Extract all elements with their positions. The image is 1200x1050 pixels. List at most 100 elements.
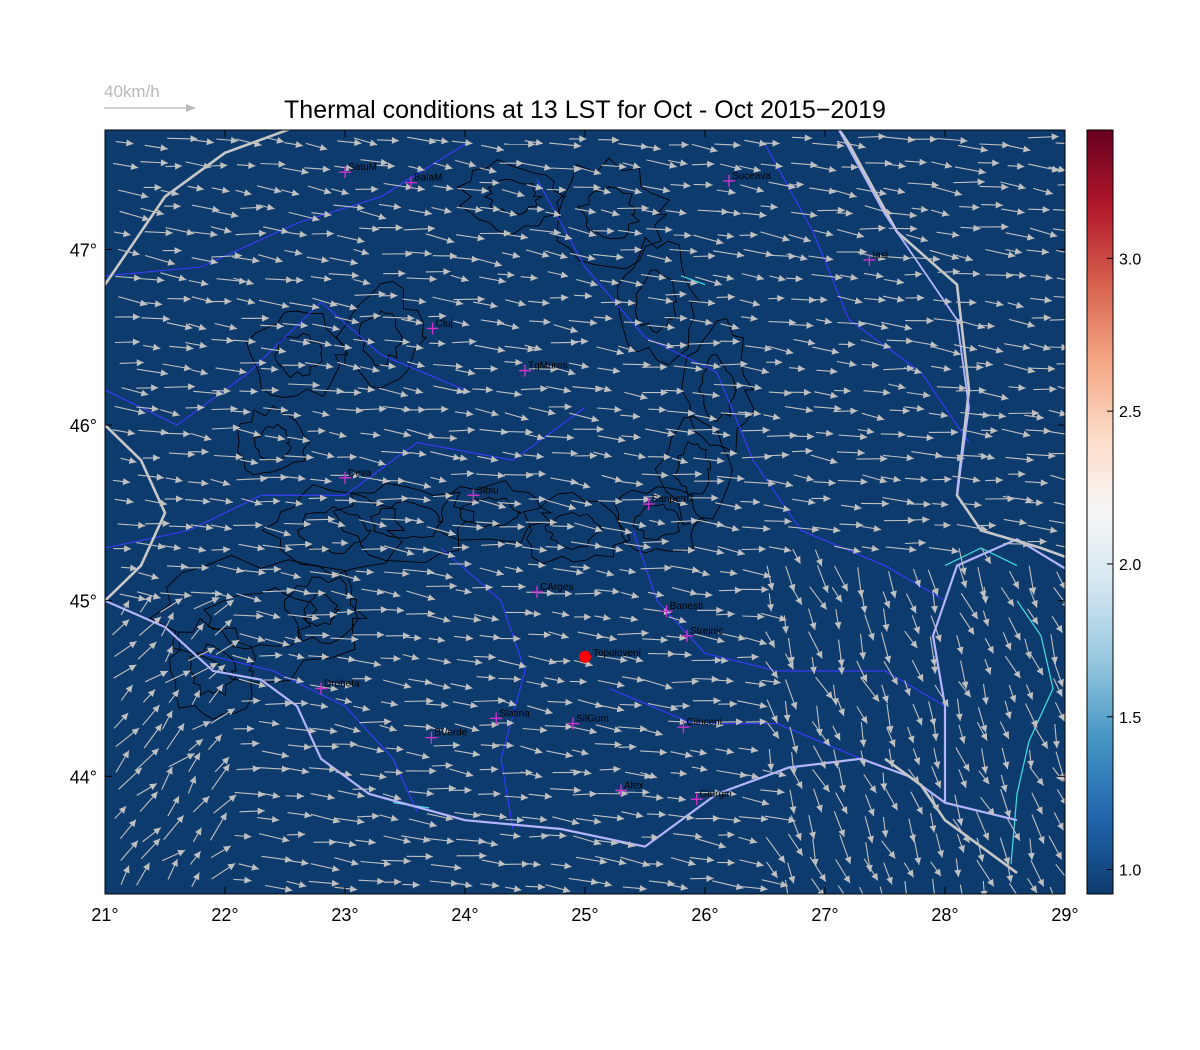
wind-arrow-head (956, 818, 964, 826)
wind-arrow (649, 519, 666, 526)
wind-arrow (191, 872, 200, 888)
wind-arrow-head (372, 812, 380, 820)
wind-arrow (457, 187, 489, 194)
wind-arrow (164, 670, 191, 684)
wind-arrow-head (205, 523, 214, 531)
wind-arrow (694, 414, 717, 422)
wind-arrow-head (588, 230, 597, 238)
wind-arrow-head (372, 366, 380, 373)
wind-arrow (289, 302, 320, 311)
wind-arrow (1009, 570, 1020, 590)
wind-arrow (712, 431, 731, 439)
wind-arrow-head (977, 854, 985, 862)
wind-arrow (1053, 812, 1064, 831)
county-border (105, 301, 466, 426)
wind-arrow-head (422, 546, 431, 554)
wind-arrow (214, 322, 238, 331)
wind-arrow-head (1031, 599, 1038, 608)
wind-arrow (982, 683, 989, 705)
wind-arrow-head (195, 827, 202, 836)
wind-arrow-head (641, 629, 649, 637)
wind-arrow-head (835, 594, 842, 603)
wind-arrow (619, 567, 636, 575)
wind-arrow-head (429, 820, 437, 828)
wind-arrow-head (583, 564, 591, 571)
wind-arrow-head (767, 604, 774, 612)
wind-arrow-head (909, 211, 917, 219)
wind-arrow-head (177, 723, 185, 732)
wind-arrow (813, 404, 842, 412)
wind-arrow (523, 452, 544, 460)
wind-arrow (982, 610, 990, 627)
wind-arrow-head (750, 746, 759, 754)
wind-arrow (910, 791, 923, 815)
wind-arrow (552, 816, 580, 826)
wind-arrow (119, 593, 146, 602)
wind-arrow (355, 744, 385, 754)
wind-arrow-head (890, 590, 897, 599)
wind-arrow-head (493, 633, 501, 641)
wind-arrow (880, 772, 888, 791)
wind-arrow-head (277, 434, 285, 442)
wind-arrow-head (306, 453, 314, 461)
wind-arrow-head (177, 850, 186, 857)
wind-arrow (837, 295, 863, 305)
wind-arrow-head (982, 618, 990, 627)
wind-arrow (600, 545, 624, 553)
wind-arrow-head (319, 494, 328, 502)
wind-arrow (767, 593, 774, 612)
wind-arrow (884, 788, 899, 811)
wind-arrow-head (1001, 223, 1009, 231)
wind-arrow-head (1055, 624, 1063, 633)
wind-arrow-head (324, 340, 332, 348)
wind-arrow (407, 361, 425, 369)
wind-arrow (380, 655, 401, 662)
wind-arrow-head (930, 658, 938, 667)
wind-arrow-head (954, 189, 962, 197)
wind-arrow-head (443, 616, 451, 623)
wind-arrow-head (344, 697, 353, 705)
wind-arrow-head (526, 471, 534, 479)
wind-arrow-head (423, 836, 431, 843)
wind-arrow-head (156, 473, 164, 481)
wind-arrow-head (499, 812, 507, 820)
contour-line (457, 159, 567, 235)
wind-arrow-shaft (879, 886, 883, 894)
wind-arrow-head (875, 272, 884, 279)
wind-arrow (138, 276, 165, 284)
wind-arrow (641, 833, 659, 841)
wind-arrow (429, 682, 451, 690)
wind-arrow (528, 205, 545, 213)
wind-arrow (786, 253, 808, 261)
wind-arrow (861, 545, 879, 552)
wind-arrow (670, 702, 690, 710)
wind-arrow (742, 796, 770, 806)
wind-arrow (688, 299, 716, 307)
wind-arrow (502, 769, 533, 777)
wind-arrow-head (441, 405, 449, 413)
wind-arrow-head (590, 878, 599, 886)
wind-arrow (284, 453, 314, 461)
wind-arrow (904, 539, 926, 547)
wind-arrow (502, 451, 523, 459)
wind-arrow-head (1027, 760, 1035, 768)
wind-arrow (479, 567, 504, 576)
wind-arrow-head (541, 832, 549, 840)
wind-arrow-head (203, 434, 212, 442)
wind-arrow (142, 704, 160, 726)
wind-arrow-head (281, 227, 289, 235)
wind-arrow (1049, 886, 1054, 894)
wind-arrow-head (867, 835, 874, 844)
wind-arrow-head (891, 677, 898, 685)
wind-arrow-head (465, 634, 474, 642)
wind-arrow-head (464, 560, 472, 568)
wind-arrow (214, 619, 233, 636)
wind-arrow-head (137, 408, 146, 416)
wind-arrow (359, 366, 380, 373)
wind-arrow-head (186, 228, 195, 236)
wind-arrow (954, 794, 964, 826)
wind-arrow-head (508, 699, 517, 707)
wind-arrow (744, 479, 776, 487)
wind-arrow-head (207, 647, 215, 655)
wind-arrow-head (246, 656, 255, 663)
